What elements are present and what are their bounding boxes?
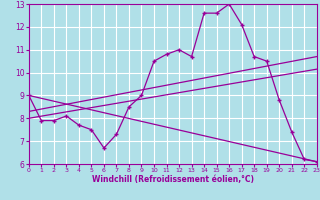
- X-axis label: Windchill (Refroidissement éolien,°C): Windchill (Refroidissement éolien,°C): [92, 175, 254, 184]
